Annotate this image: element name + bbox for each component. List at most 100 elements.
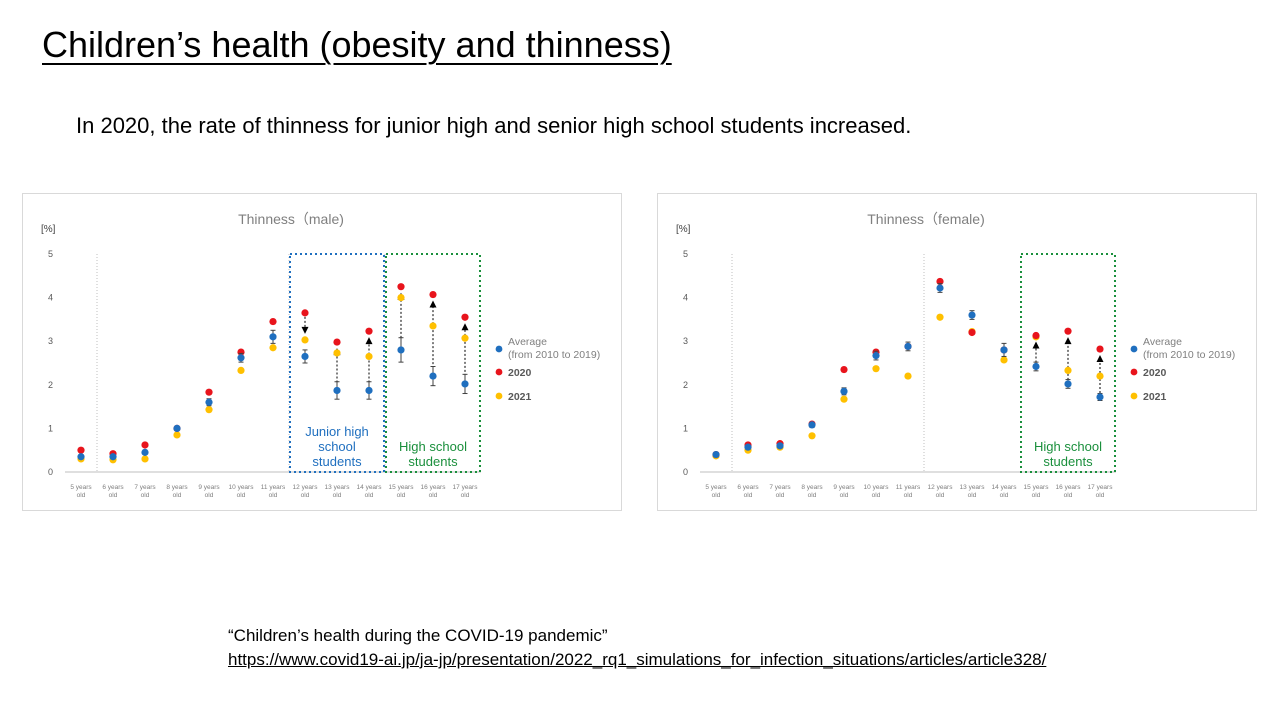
point-average [333,386,341,395]
x-tick-label-line: old [461,492,470,499]
x-tick-label: 15 years old [389,484,415,499]
point-y2020 [141,441,149,449]
point-average [141,448,149,456]
point-average [397,346,405,354]
legend-label: 2020 [508,367,532,379]
point-y2020 [461,313,469,321]
x-tick-label-line: 16 years [1056,484,1082,491]
point-y2020 [1032,331,1040,340]
x-tick-label-line: 13 years [325,484,351,491]
y-tick-label: 1 [48,423,53,433]
point-y2020 [269,317,277,326]
point-average [205,398,213,406]
x-tick-label: 10 years old [864,484,890,499]
x-tick-label-line: old [968,492,977,499]
point-y2020 [77,446,85,454]
x-tick-label-line: old [872,492,881,499]
point-y2021 [333,349,341,357]
point-average [461,380,469,388]
x-tick-label-line: 9 years [198,484,220,491]
x-tick-label-line: 10 years [229,484,255,491]
chart-thinness-male: Thinness（male) [%] 0 1 2 3 4 5 5 years old 6 years… [22,193,622,511]
x-tick-label: 15 years old [1024,484,1050,499]
x-tick-label-line: old [205,492,214,499]
point-average [808,421,816,429]
x-tick-label-line: 6 years [737,484,759,491]
legend-label: Average [508,336,547,348]
point-average [301,352,309,361]
point-y2021 [269,344,277,352]
y-tick-label: 1 [683,423,688,433]
change-arrow-head [301,326,309,334]
point-average [109,453,117,461]
x-tick-label-line: old [429,492,438,499]
x-tick-label-line: old [109,492,118,499]
point-average [968,311,976,319]
y-tick-label: 5 [683,249,688,259]
x-tick-label: 7 years old [134,484,156,499]
point-y2021 [808,432,816,440]
change-arrow-head [1032,341,1040,349]
y-tick-label: 2 [683,380,688,390]
x-tick-label: 9 years old [198,484,220,499]
x-tick-label-line: old [77,492,86,499]
point-y2020 [968,328,976,337]
point-y2021 [429,322,437,330]
point-y2021 [840,395,848,403]
group-box [1020,253,1116,473]
x-tick-label-line: 7 years [134,484,156,491]
x-tick-label-line: old [237,492,246,499]
group-box [289,253,385,473]
x-tick-label-line: 8 years [166,484,188,491]
point-y2021 [461,334,469,342]
x-tick-label-line: old [269,492,278,499]
point-y2020 [429,290,437,299]
x-tick-label-line: 17 years [453,484,479,491]
point-y2021 [397,294,405,302]
point-average [776,442,784,450]
x-tick-label-line: old [141,492,150,499]
group-box-label: Junior high [305,424,369,439]
group-box-label: High school [1034,439,1102,454]
change-arrow-head [1064,337,1072,345]
x-tick-label-line: 15 years [1024,484,1050,491]
x-tick-label-line: 12 years [928,484,954,491]
y-tick-label: 3 [683,336,688,346]
legend-label: Average [1143,336,1182,348]
point-average [712,450,720,459]
legend-marker-y2021 [495,392,503,400]
x-tick-label: 17 years old [1088,484,1114,499]
x-tick-label-line: 11 years [896,484,921,491]
point-y2020 [1064,327,1072,335]
source-url[interactable]: https://www.covid19-ai.jp/ja-jp/presenta… [228,650,1047,669]
x-tick-label-line: 14 years [357,484,383,491]
x-tick-label-line: old [173,492,182,499]
point-y2021 [141,455,149,463]
x-tick-label-line: old [397,492,406,499]
chart-title: Thinness（female) [867,211,985,227]
x-tick-label-line: old [1064,492,1073,499]
point-y2020 [333,338,341,346]
point-y2021 [205,406,213,414]
x-tick-label-line: old [1032,492,1041,499]
x-tick-label: 6 years old [737,484,759,499]
x-tick-label-line: old [301,492,310,499]
x-tick-label: 5 years old [705,484,727,499]
x-tick-label-line: 14 years [992,484,1018,491]
x-tick-label: 8 years old [166,484,188,499]
point-average [936,284,944,292]
legend-marker-average [1130,345,1138,353]
x-tick-label: 9 years old [833,484,855,499]
group-box-label: school [318,439,356,454]
y-tick-label: 4 [683,293,688,303]
point-average [237,354,245,362]
x-tick-label-line: 5 years [705,484,727,491]
x-tick-label-line: 17 years [1088,484,1114,491]
point-y2020 [365,327,373,335]
legend-marker-average [495,345,503,353]
point-average [840,387,848,395]
point-y2021 [872,365,880,373]
x-tick-label: 17 years old [453,484,479,499]
point-average [173,424,181,432]
x-tick-label: 8 years old [801,484,823,499]
